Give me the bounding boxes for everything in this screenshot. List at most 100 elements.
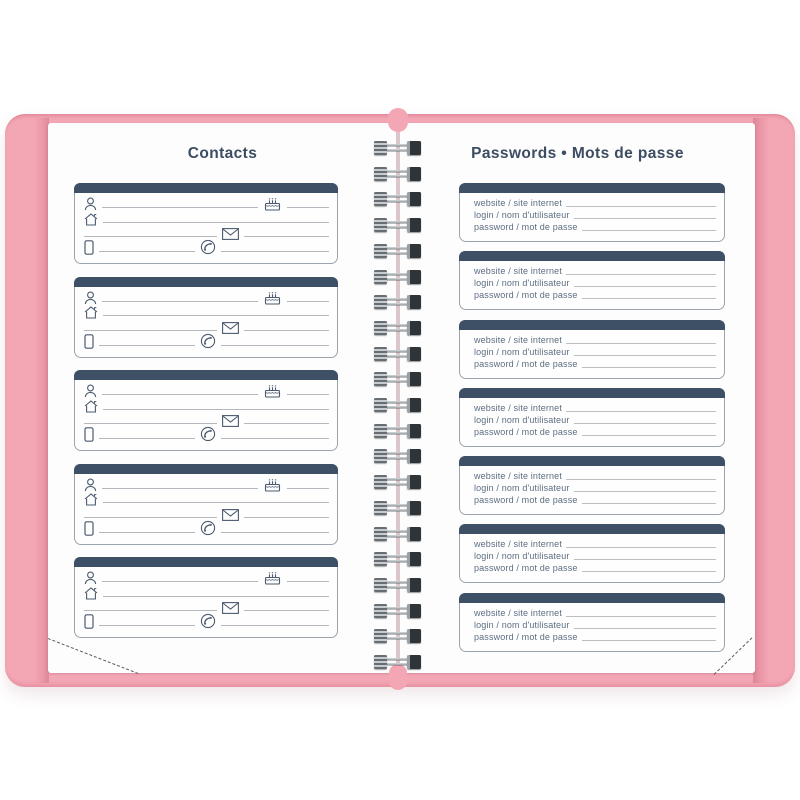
login-row: login / nom d'utilisateur bbox=[474, 277, 716, 288]
address-line bbox=[103, 221, 329, 223]
phone-line bbox=[221, 251, 329, 252]
password-block: website / site internet login / nom d'ut… bbox=[459, 524, 725, 584]
envelope-icon bbox=[221, 228, 239, 240]
email-row bbox=[84, 600, 329, 615]
mobile-line bbox=[99, 531, 196, 533]
block-header-bar bbox=[459, 456, 725, 467]
wire-coil bbox=[372, 217, 424, 233]
login-row: login / nom d'utilisateur bbox=[474, 209, 716, 220]
password-row: password / mot de passe bbox=[474, 358, 716, 369]
password-row: password / mot de passe bbox=[474, 221, 716, 232]
email-row bbox=[84, 506, 329, 521]
mobile-phone-icon bbox=[84, 333, 94, 349]
phone-line bbox=[221, 625, 329, 626]
login-label: login / nom d'utilisateur bbox=[474, 414, 570, 425]
wire-coil bbox=[372, 371, 424, 387]
login-line bbox=[573, 559, 716, 561]
password-line bbox=[581, 503, 716, 505]
envelope-icon bbox=[221, 321, 239, 334]
password-block-list: website / site internet login / nom d'ut… bbox=[459, 183, 725, 652]
block-header-bar bbox=[459, 319, 725, 330]
website-line bbox=[566, 479, 716, 481]
block-header-bar bbox=[459, 183, 725, 193]
login-line bbox=[573, 422, 716, 424]
login-label: login / nom d'utilisateur bbox=[474, 619, 570, 630]
password-line bbox=[581, 639, 716, 641]
wire-coil bbox=[372, 320, 424, 336]
phone-row bbox=[84, 239, 329, 255]
wire-coil bbox=[372, 526, 424, 542]
mobile-line bbox=[99, 344, 196, 346]
address-row bbox=[84, 211, 329, 226]
birthday-cake-icon bbox=[264, 291, 281, 305]
person-icon bbox=[84, 197, 97, 211]
passwords-title: Passwords • Mots de passe bbox=[471, 145, 684, 162]
email-line-right bbox=[243, 516, 329, 518]
login-line bbox=[573, 218, 716, 219]
block-header-bar bbox=[459, 387, 725, 398]
wire-coil bbox=[372, 654, 424, 670]
wire-coil bbox=[372, 243, 424, 259]
login-row: login / nom d'utilisateur bbox=[474, 346, 716, 357]
telephone-icon bbox=[200, 333, 216, 348]
person-icon bbox=[84, 571, 97, 585]
contact-card bbox=[74, 557, 338, 638]
envelope-icon bbox=[221, 415, 239, 427]
password-line bbox=[581, 298, 716, 300]
telephone-icon bbox=[200, 520, 216, 535]
address-row bbox=[84, 305, 329, 320]
password-label: password / mot de passe bbox=[474, 290, 578, 301]
password-block: website / site internet login / nom d'ut… bbox=[459, 319, 725, 379]
birthday-line bbox=[287, 300, 329, 302]
name-birthday-row bbox=[84, 196, 329, 211]
email-line-left bbox=[84, 236, 217, 237]
password-row: password / mot de passe bbox=[474, 631, 716, 642]
address-line bbox=[103, 595, 329, 597]
contact-card bbox=[74, 463, 338, 545]
email-line-right bbox=[243, 329, 329, 331]
email-row bbox=[84, 319, 329, 334]
name-birthday-row bbox=[84, 570, 329, 585]
person-icon bbox=[84, 384, 97, 398]
wire-coil bbox=[372, 603, 424, 619]
wire-coil bbox=[372, 269, 424, 285]
name-birthday-row bbox=[84, 477, 329, 492]
website-row: website / site internet bbox=[474, 470, 716, 481]
contact-card-list bbox=[74, 183, 338, 638]
person-icon bbox=[84, 291, 97, 304]
contact-card bbox=[74, 183, 338, 264]
wire-coil bbox=[372, 577, 424, 593]
phone-row bbox=[84, 426, 329, 442]
wire-coil bbox=[372, 397, 424, 413]
name-birthday-row bbox=[84, 383, 329, 398]
birthday-line bbox=[287, 207, 329, 208]
website-label: website / site internet bbox=[474, 334, 562, 345]
name-line bbox=[102, 487, 258, 489]
password-line bbox=[581, 434, 716, 436]
website-line bbox=[566, 615, 716, 617]
house-icon bbox=[84, 493, 98, 506]
login-line bbox=[573, 491, 716, 493]
login-label: login / nom d'utilisateur bbox=[474, 278, 570, 289]
login-line bbox=[573, 286, 716, 288]
phone-line bbox=[221, 438, 329, 439]
birthday-line bbox=[287, 394, 329, 395]
address-row bbox=[84, 398, 329, 413]
birthday-cake-icon bbox=[264, 385, 281, 398]
envelope-icon bbox=[221, 508, 239, 521]
block-header-bar bbox=[459, 251, 725, 262]
password-label: password / mot de passe bbox=[474, 222, 578, 232]
mobile-line bbox=[99, 625, 196, 626]
house-icon bbox=[84, 586, 98, 600]
website-label: website / site internet bbox=[474, 539, 562, 550]
contacts-page: Contacts bbox=[48, 123, 397, 673]
login-label: login / nom d'utilisateur bbox=[474, 551, 570, 562]
contact-card bbox=[74, 370, 338, 451]
login-line bbox=[573, 627, 716, 629]
website-label: website / site internet bbox=[474, 471, 562, 482]
password-label: password / mot de passe bbox=[474, 563, 578, 574]
address-line bbox=[103, 502, 329, 503]
password-block: website / site internet login / nom d'ut… bbox=[459, 387, 725, 447]
password-line bbox=[581, 366, 716, 368]
page-gutter bbox=[396, 117, 400, 684]
